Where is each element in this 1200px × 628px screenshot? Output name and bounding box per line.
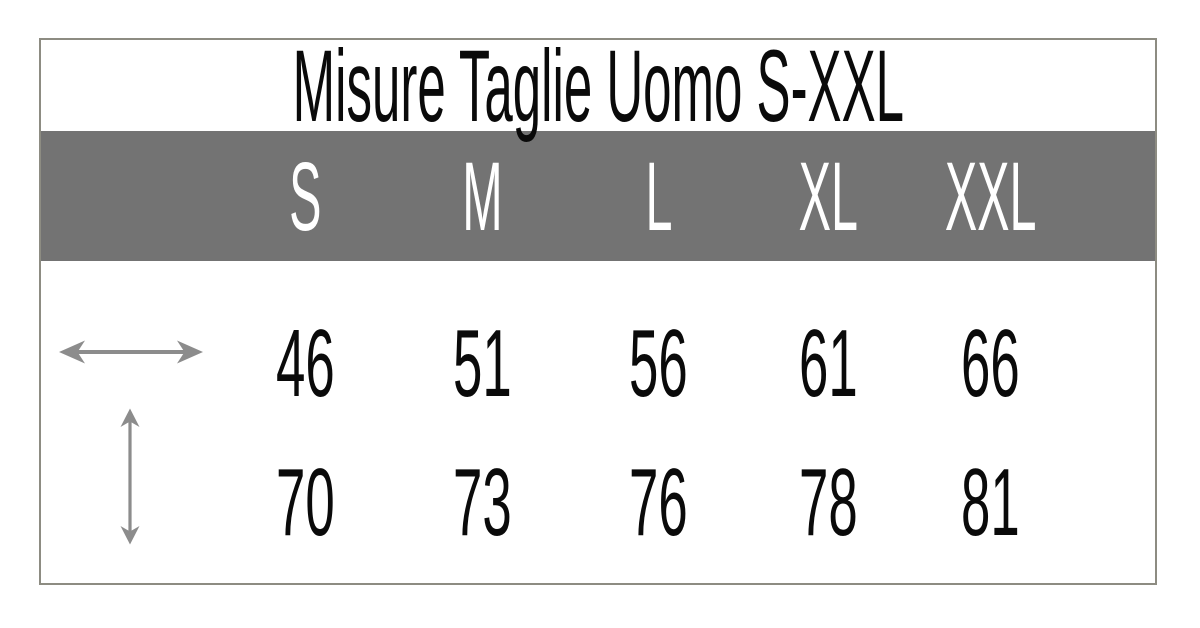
length-value-s: 70 [252,448,359,556]
size-label-xl: XL [798,141,859,251]
value-text: 76 [629,448,689,556]
length-value-l: 76 [605,448,712,556]
size-header-s: S [273,148,338,245]
width-value-xl: 61 [775,309,882,417]
title-row: Misure Taglie Uomo S-XXL [41,35,1155,137]
value-text: 61 [799,309,858,417]
width-value-m: 51 [429,309,536,417]
value-text: 46 [276,309,335,417]
width-value-s: 46 [252,309,359,417]
length-value-xxl: 81 [937,448,1044,556]
length-value-xl: 78 [775,448,882,556]
value-text: 51 [453,309,513,417]
size-header-xl: XL [769,148,888,245]
measurements-body: 46 51 56 61 66 70 73 76 [41,261,1155,587]
size-header-xxl: XXL [899,148,1082,245]
width-measure-row: 46 51 56 61 66 [41,291,1155,436]
size-header-row: S M L XL XXL [41,131,1155,261]
size-chart-panel: Misure Taglie Uomo S-XXL S M L XL XXL 46… [39,35,1157,587]
size-label-m: M [462,141,503,251]
length-value-m: 73 [429,448,536,556]
length-measure-row: 70 73 76 78 81 [41,436,1155,569]
value-text: 66 [961,309,1021,417]
size-label-s: S [289,141,322,251]
width-value-l: 56 [605,309,712,417]
value-text: 70 [276,448,335,556]
value-text: 56 [629,309,689,417]
size-header-m: M [442,148,523,245]
width-value-xxl: 66 [937,309,1044,417]
vertical-double-arrow-icon [120,408,140,545]
size-label-l: L [645,141,673,251]
value-text: 78 [799,448,858,556]
chart-title: Misure Taglie Uomo S-XXL [292,28,904,143]
value-text: 73 [453,448,513,556]
size-header-l: L [632,148,686,245]
value-text: 81 [961,448,1021,556]
horizontal-double-arrow-icon [59,340,203,364]
size-label-xxl: XXL [944,141,1037,251]
